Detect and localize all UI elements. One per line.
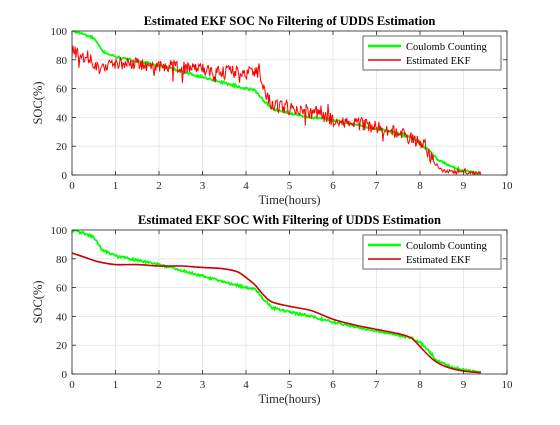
- x-tick-label: 3: [200, 379, 206, 391]
- x-tick-label: 4: [243, 379, 249, 391]
- y-tick-label: 20: [56, 141, 68, 153]
- x-tick-label: 5: [287, 379, 293, 391]
- series-1-line: [72, 45, 482, 175]
- y-tick-label: 80: [56, 254, 68, 266]
- x-tick-label: 6: [330, 379, 336, 391]
- y-tick-label: 100: [51, 225, 68, 237]
- y-axis-label: SOC(%): [31, 81, 45, 124]
- legend: Coulomb Counting Estimated EKF: [362, 35, 502, 71]
- x-tick-label: 8: [417, 379, 423, 391]
- legend-box: [362, 35, 502, 71]
- y-tick-label: 0: [62, 369, 68, 381]
- x-tick-label: 10: [502, 180, 514, 192]
- chart-title: Estimated EKF SOC No Filtering of UDDS E…: [144, 14, 436, 28]
- x-tick-label: 7: [374, 180, 380, 192]
- x-tick-label: 3: [200, 180, 206, 192]
- legend-label-1: Estimated EKF: [406, 56, 471, 67]
- x-axis-label: Time(hours): [258, 392, 320, 406]
- x-tick-label: 1: [113, 379, 119, 391]
- legend: Coulomb Counting Estimated EKF: [362, 234, 502, 270]
- y-tick-label: 60: [56, 283, 68, 295]
- y-tick-label: 100: [51, 26, 68, 38]
- x-tick-label: 8: [417, 180, 423, 192]
- y-tick-label: 20: [56, 340, 68, 352]
- x-tick-label: 2: [156, 379, 162, 391]
- x-tick-label: 4: [243, 180, 249, 192]
- legend-box: [362, 234, 502, 270]
- legend-label-1: Estimated EKF: [406, 255, 471, 266]
- x-tick-label: 5: [287, 180, 293, 192]
- x-tick-label: 6: [330, 180, 336, 192]
- x-tick-label: 0: [69, 180, 75, 192]
- y-tick-label: 40: [56, 112, 68, 124]
- legend-label-0: Coulomb Counting: [406, 42, 488, 53]
- x-tick-label: 2: [156, 180, 162, 192]
- chart-title: Estimated EKF SOC With Filtering of UDDS…: [138, 213, 441, 227]
- x-tick-label: 7: [374, 379, 380, 391]
- y-tick-label: 60: [56, 84, 68, 96]
- x-axis-label: Time(hours): [258, 193, 320, 207]
- x-tick-label: 1: [113, 180, 119, 192]
- x-tick-label: 10: [502, 379, 514, 391]
- x-tick-label: 0: [69, 379, 75, 391]
- legend-label-0: Coulomb Counting: [406, 241, 488, 252]
- x-tick-label: 9: [461, 180, 467, 192]
- y-axis-label: SOC(%): [31, 280, 45, 323]
- y-tick-label: 0: [62, 170, 68, 182]
- y-tick-label: 40: [56, 311, 68, 323]
- series-1-line: [72, 252, 481, 374]
- y-tick-label: 80: [56, 55, 68, 67]
- x-tick-label: 9: [461, 379, 467, 391]
